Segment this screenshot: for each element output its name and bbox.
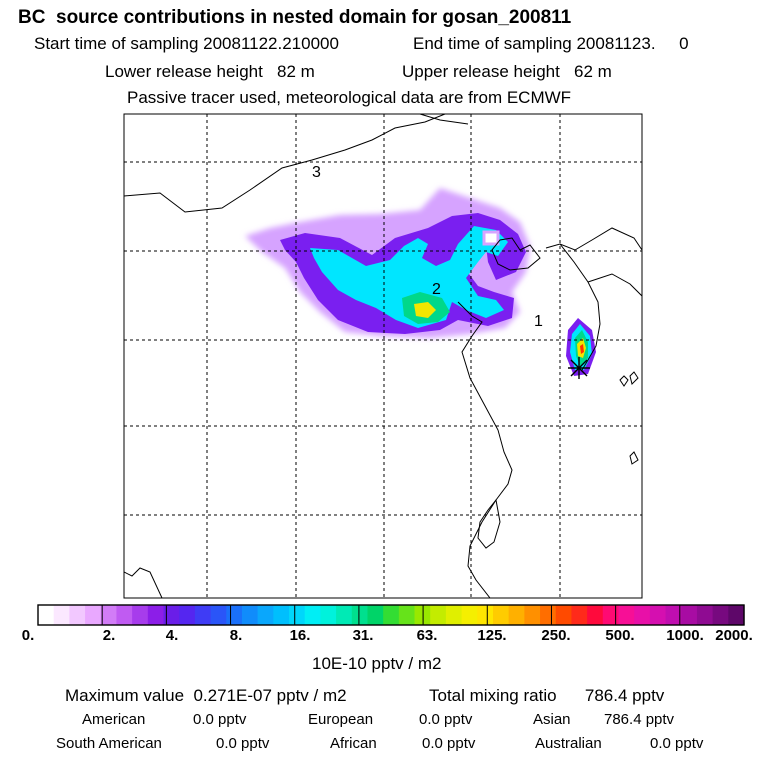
colorbar-swatch xyxy=(116,605,133,625)
colorbar-swatch xyxy=(398,605,416,625)
colorbar-swatch xyxy=(712,605,729,625)
maximum-value: Maximum value 0.271E-07 pptv / m2 xyxy=(65,686,347,705)
colorbar-swatch xyxy=(634,605,651,625)
colorbar-swatch xyxy=(100,605,118,625)
colorbar-swatch xyxy=(351,605,369,625)
colorbar-tick-label: 500. xyxy=(605,627,635,644)
colorbar-tick-label: 125. xyxy=(477,627,507,644)
colorbar-swatch xyxy=(430,605,447,625)
colorbar-swatch xyxy=(445,605,463,625)
colorbar-swatch xyxy=(383,605,400,625)
colorbar-swatch xyxy=(681,605,698,625)
colorbar-swatch xyxy=(587,605,604,625)
colorbar-tick-label: 1000. xyxy=(666,627,704,644)
colorbar-swatch xyxy=(273,605,290,625)
colorbar-tick-label: 31. xyxy=(352,627,374,644)
colorbar-swatch xyxy=(602,605,620,625)
colorbar-tick-label: 250. xyxy=(541,627,571,644)
coastlines xyxy=(124,114,642,598)
colorbar-swatch xyxy=(540,605,557,625)
region-value-african: 0.0 pptv xyxy=(422,735,476,752)
colorbar-swatch xyxy=(179,605,196,625)
region-value-australian: 0.0 pptv xyxy=(650,735,704,752)
colorbar-swatch xyxy=(477,605,494,625)
colorbar-swatch xyxy=(320,605,337,625)
colorbar-swatch xyxy=(304,605,321,625)
map-area xyxy=(124,114,642,598)
colorbar-swatch xyxy=(163,605,180,625)
colorbar-swatch xyxy=(210,605,227,625)
colorbar-swatch xyxy=(696,605,714,625)
map-frame xyxy=(123,113,643,599)
colorbar-frame xyxy=(37,604,745,626)
region-name-american: American xyxy=(82,711,146,728)
lower-release-height: Lower release height 82 m xyxy=(105,62,315,81)
tracer-note: Passive tracer used, meteorological data… xyxy=(127,88,572,107)
colorbar-swatch xyxy=(257,605,274,625)
region-name-south-american: South American xyxy=(56,735,162,752)
region-value-south-american: 0.0 pptv xyxy=(216,735,270,752)
upper-release-height: Upper release height 62 m xyxy=(402,62,612,81)
colorbar-swatch xyxy=(367,605,384,625)
station-label-3: 3 xyxy=(312,164,321,181)
region-name-african: African xyxy=(330,735,377,752)
colorbar-tick-label: 2. xyxy=(102,627,116,644)
colorbar-swatch xyxy=(728,605,745,625)
station-label-2: 2 xyxy=(432,281,441,298)
colorbar-ticks xyxy=(101,605,681,625)
colorbar-swatch xyxy=(194,605,212,625)
sampling-start: Start time of sampling 20081122.210000 xyxy=(34,34,339,53)
colorbar-swatch xyxy=(336,605,353,625)
colorbar-tick-label: 63. xyxy=(416,627,438,644)
colorbar-tick-label: 16. xyxy=(289,627,311,644)
total-mixing-ratio: Total mixing ratio 786.4 pptv xyxy=(429,686,665,705)
region-value-american: 0.0 pptv xyxy=(193,711,247,728)
region-name-european: European xyxy=(308,711,374,728)
region-value-european: 0.0 pptv xyxy=(419,711,473,728)
colorbar-swatch xyxy=(618,605,635,625)
colorbar-swatch xyxy=(571,605,588,625)
colorbar-swatch xyxy=(85,605,102,625)
colorbar-tick-label: 0. xyxy=(21,627,35,644)
colorbar-swatch xyxy=(241,605,259,625)
colorbar-swatch xyxy=(492,605,510,625)
colorbar-swatch xyxy=(132,605,149,625)
colorbar-swatch xyxy=(524,605,541,625)
region-name-australian: Australian xyxy=(535,735,602,752)
colorbar-swatch xyxy=(508,605,525,625)
colorbar-swatch xyxy=(69,605,86,625)
colorbar-swatch xyxy=(226,605,243,625)
station-label-1: 1 xyxy=(534,313,543,330)
region-value-asian: 786.4 pptv xyxy=(604,711,675,728)
colorbar-swatch xyxy=(555,605,573,625)
colorbar-swatch xyxy=(649,605,667,625)
colorbar-swatch xyxy=(53,605,70,625)
colorbar-tick-label: 2000. xyxy=(715,627,753,644)
colorbar-tick-label: 8. xyxy=(229,627,243,644)
colorbar-swatch xyxy=(38,605,55,625)
colorbar-swatch xyxy=(665,605,682,625)
asterisk-icon xyxy=(568,357,590,379)
colorbar-swatch xyxy=(461,605,478,625)
colorbar xyxy=(38,605,745,625)
plume-receptor xyxy=(566,318,596,376)
sampling-end: End time of sampling 20081123. 0 xyxy=(413,34,689,53)
colorbar-tick-label: 4. xyxy=(165,627,179,644)
colorbar-swatch xyxy=(147,605,165,625)
colorbar-unit: 10E-10 pptv / m2 xyxy=(312,654,442,673)
region-name-asian: Asian xyxy=(533,711,571,728)
colorbar-swatch xyxy=(289,605,306,625)
grid-lines xyxy=(124,114,642,598)
plot-title: BC source contributions in nested domain… xyxy=(18,7,572,28)
